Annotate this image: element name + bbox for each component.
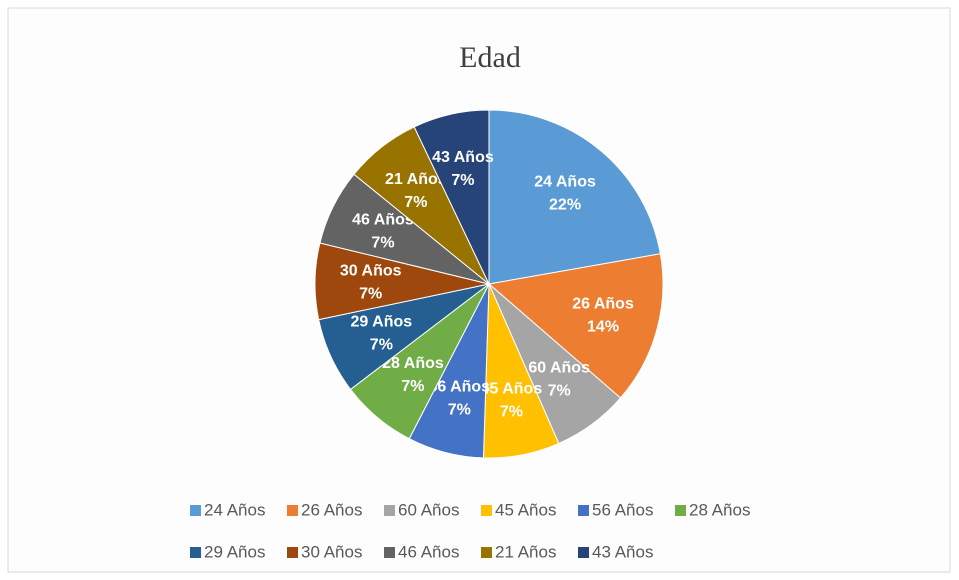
legend-swatch: [578, 547, 589, 558]
legend-label: 21 Años: [495, 542, 556, 561]
data-label-value: 14%: [587, 319, 619, 336]
pie-slice: [488, 109, 661, 285]
legend-label: 30 Años: [301, 542, 362, 561]
data-label-name: 21 Años: [385, 171, 447, 188]
legend-swatch: [675, 505, 686, 516]
data-label-value: 7%: [451, 172, 474, 189]
chart-title: Edad: [459, 41, 521, 74]
data-label-value: 7%: [370, 336, 393, 353]
data-label-name: 29 Años: [351, 313, 413, 330]
pie-slice: [487, 253, 664, 399]
data-label-value: 7%: [500, 403, 523, 420]
legend-label: 46 Años: [398, 542, 459, 561]
legend-label: 26 Años: [301, 500, 362, 519]
legend-label: 29 Años: [204, 542, 265, 561]
legend-swatch: [287, 547, 298, 558]
legend-swatch: [578, 505, 589, 516]
legend-swatch: [481, 547, 492, 558]
legend-swatch: [384, 547, 395, 558]
data-label-value: 7%: [359, 285, 382, 302]
data-label-value: 7%: [404, 194, 427, 211]
legend-swatch: [190, 505, 201, 516]
data-label-value: 7%: [401, 378, 424, 395]
legend-swatch: [384, 505, 395, 516]
data-label-value: 7%: [371, 235, 394, 252]
legend-swatch: [287, 505, 298, 516]
legend-label: 60 Años: [398, 500, 459, 519]
data-label-name: 46 Años: [352, 212, 414, 229]
data-label-name: 60 Años: [528, 359, 590, 376]
data-label-name: 26 Años: [572, 296, 634, 313]
data-label-value: 7%: [548, 382, 571, 399]
data-label-name: 24 Años: [534, 174, 596, 191]
data-label-value: 7%: [448, 402, 471, 419]
data-label-name: 28 Años: [382, 355, 444, 372]
data-label-name: 43 Años: [432, 149, 494, 166]
pie-slice: [413, 109, 490, 285]
data-label-value: 22%: [549, 197, 581, 214]
data-label-name: 56 Años: [428, 379, 490, 396]
data-label-name: 30 Años: [340, 262, 402, 279]
legend-label: 43 Años: [592, 542, 653, 561]
legend-swatch: [481, 505, 492, 516]
legend-label: 24 Años: [204, 500, 265, 519]
data-label-name: 45 Años: [481, 380, 543, 397]
legend-label: 45 Años: [495, 500, 556, 519]
legend-label: 56 Años: [592, 500, 653, 519]
legend-swatch: [190, 547, 201, 558]
legend-label: 28 Años: [689, 500, 750, 519]
